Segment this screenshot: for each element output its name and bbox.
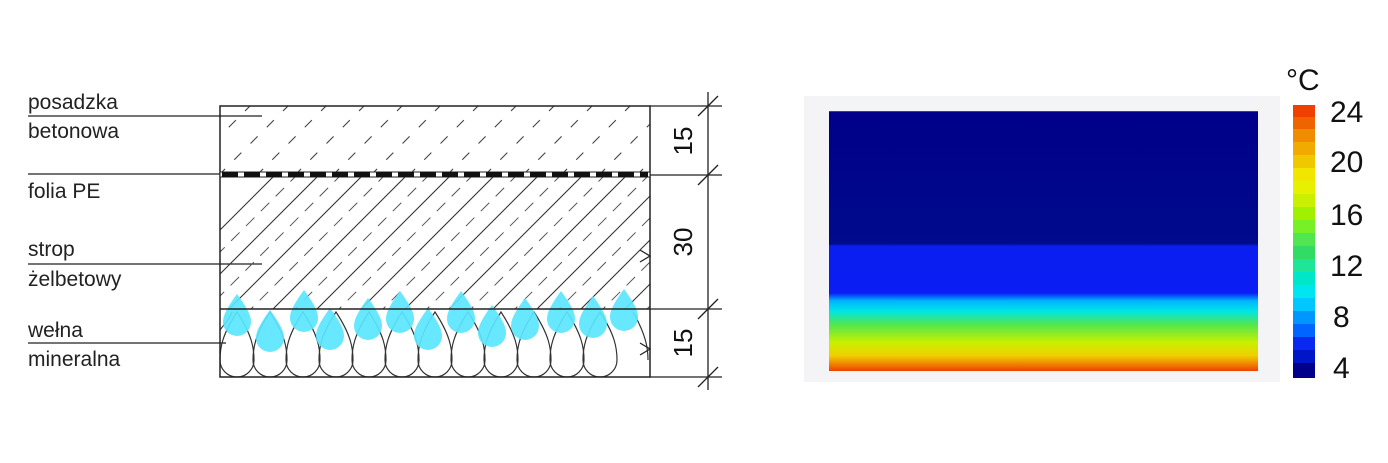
label-rc-slab-line1: strop	[28, 238, 75, 261]
dimension-label-middle: 30	[668, 228, 698, 257]
scale-tick-8: 8	[1333, 301, 1350, 334]
rc-slab-hatch	[220, 176, 650, 309]
thermal-map	[804, 96, 1280, 382]
water-droplets	[223, 289, 638, 352]
color-scale-unit: °C	[1286, 64, 1320, 97]
label-mineral-wool-line2: mineralna	[28, 348, 121, 371]
label-mineral-wool-line1: wełna	[27, 319, 83, 342]
scale-tick-20: 20	[1330, 146, 1363, 179]
color-scale: °C 24 20 16 12 8 4	[1286, 64, 1363, 385]
scale-tick-16: 16	[1330, 199, 1363, 232]
dimension-label-top: 15	[668, 127, 698, 156]
scale-tick-24: 24	[1330, 96, 1363, 129]
dimension-line	[639, 92, 722, 390]
label-concrete-floor-line2: betonowa	[28, 120, 119, 143]
color-scale-bar	[1293, 105, 1315, 378]
label-concrete-floor-line1: posadzka	[28, 91, 118, 114]
section-outline	[219, 105, 651, 378]
cross-section-diagram: posadzka betonowa folia PE strop żelbeto…	[27, 91, 722, 390]
label-rc-slab-line2: żelbetowy	[28, 268, 122, 291]
pe-foil-layer	[219, 171, 651, 178]
label-pe-foil: folia PE	[28, 180, 100, 203]
scale-tick-12: 12	[1330, 250, 1363, 283]
scale-tick-4: 4	[1333, 352, 1350, 385]
leader-lines	[28, 115, 262, 344]
dimension-label-bottom: 15	[668, 329, 698, 358]
temperature-field	[829, 111, 1258, 371]
concrete-floor-hatch	[220, 106, 650, 173]
